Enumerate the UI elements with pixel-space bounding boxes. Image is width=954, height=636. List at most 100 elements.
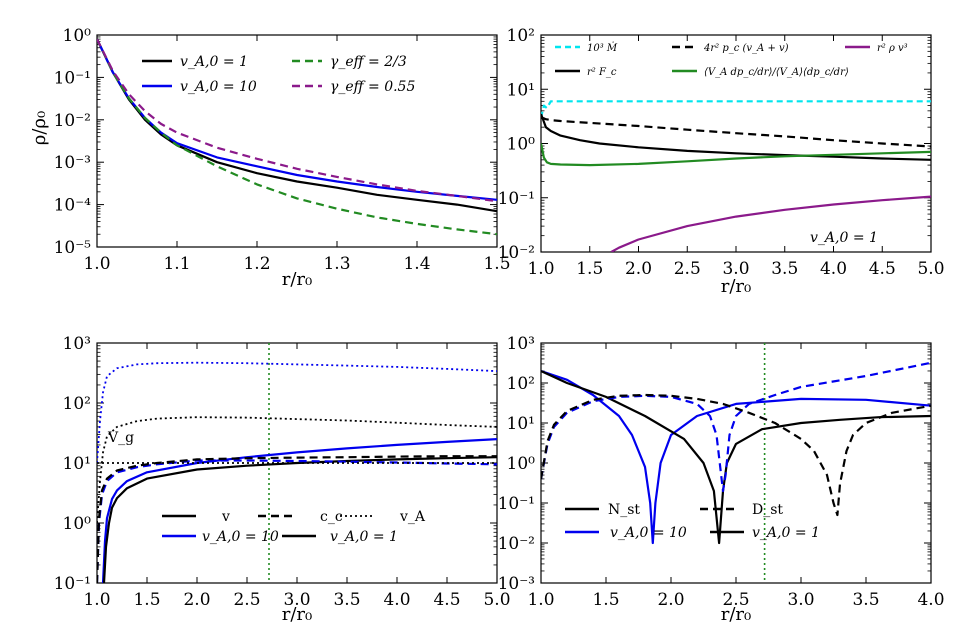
x-tick-label-2-1: 1.5 (133, 590, 160, 610)
y-tick-label-2-3: 10² (63, 394, 91, 414)
p3-legend-label-4: v_A,0 = 10 (202, 529, 279, 545)
y-tick-label-1-1: 10⁻¹ (498, 189, 535, 209)
y-tick-label-0-0: 10⁻⁵ (54, 238, 92, 258)
p1-legend-label-4: γ_eff = 0.55 (330, 79, 415, 95)
series-line-0-2 (97, 38, 497, 236)
x-tick-label-2-7: 4.5 (433, 590, 460, 610)
x-tick-label-2-6: 4.0 (383, 590, 410, 610)
x-tick-label-3-0: 1.0 (527, 590, 554, 610)
plot-frame-3 (540, 342, 932, 584)
series-line-2-1 (102, 456, 497, 583)
series-line-2-3 (97, 455, 497, 583)
x-tick-label-1-4: 3.0 (722, 259, 749, 279)
p2-legend-label-3: r² ρ v³ (877, 43, 908, 54)
plot-frame-0 (96, 34, 498, 248)
x-tick-label-2-0: 1.0 (83, 590, 110, 610)
x-tick-label-2-8: 5.0 (483, 590, 510, 610)
y-tick-label-3-4: 10¹ (507, 414, 535, 434)
p4-legend-label-1: N_st (608, 502, 640, 518)
x-tick-label-0-4: 1.4 (403, 254, 430, 274)
x-tick-label-3-1: 1.5 (592, 590, 619, 610)
x-tick-label-0-1: 1.1 (163, 254, 190, 274)
x-tick-label-3-6: 4.0 (917, 590, 944, 610)
x-tick-label-0-0: 1.0 (83, 254, 110, 274)
y-tick-label-3-5: 10² (507, 374, 535, 394)
x-tick-label-1-5: 3.5 (771, 259, 798, 279)
y-tick-label-0-3: 10⁻² (54, 111, 91, 131)
p3-legend-label-5: v_A,0 = 1 (330, 529, 398, 545)
p1-legend (142, 59, 322, 88)
p1-ylabel: ρ/ρ₀ (29, 111, 50, 145)
series-line-1-0 (541, 100, 931, 118)
p4-legend-label-2: D_st (752, 502, 783, 518)
x-tick-label-1-0: 1.0 (527, 259, 554, 279)
series-line-3-1 (541, 370, 931, 545)
y-tick-label-1-3: 10¹ (507, 80, 535, 100)
x-tick-label-2-4: 3.0 (283, 590, 310, 610)
p2-legend-label-2: 4r² p_c (v_A + v) (703, 43, 789, 54)
p1-legend-label-2: v_A,0 = 10 (180, 79, 257, 95)
y-tick-label-3-6: 10³ (507, 334, 535, 354)
series-line-2-4 (97, 361, 497, 464)
y-tick-label-1-4: 10² (507, 26, 535, 46)
y-tick-label-2-2: 10¹ (63, 454, 91, 474)
series-line-2-2 (97, 459, 497, 583)
series-line-1-2 (541, 116, 931, 148)
p1-legend-label-3: γ_eff = 2/3 (330, 54, 407, 70)
p4-legend-label-3: v_A,0 = 10 (610, 525, 687, 541)
y-tick-label-3-3: 10⁰ (507, 454, 536, 474)
p2-legend-label-5: ⟨V_A dp_c/dr⟩/⟨V_A⟩⟨dp_c/dr⟩ (704, 67, 849, 78)
y-tick-label-3-2: 10⁻¹ (498, 494, 535, 514)
x-tick-label-3-2: 2.0 (657, 590, 684, 610)
p3-legend-label-2: c_c (320, 509, 343, 525)
p4-xlabel: r/r₀ (721, 604, 752, 625)
p3-xlabel: r/r₀ (282, 604, 313, 625)
y-tick-label-2-0: 10⁻¹ (54, 574, 91, 594)
panel-density: 1.0 1.1 1.2 1.3 1.4 1.5 10⁻⁵ 10⁻⁴ 10⁻³ 10⁻² 10⁻¹ 10… (29, 26, 511, 290)
p1-xlabel: r/r₀ (282, 269, 313, 290)
p2-legend-label-4: r² F_c (587, 67, 617, 78)
p2-legend (555, 45, 870, 73)
x-tick-label-1-7: 4.5 (869, 259, 896, 279)
x-tick-label-3-4: 3.0 (787, 590, 814, 610)
y-tick-label-1-0: 10⁻² (498, 243, 535, 263)
y-tick-label-3-1: 10⁻² (498, 534, 535, 554)
y-tick-label-2-4: 10³ (63, 334, 91, 354)
x-tick-label-1-8: 5.0 (917, 259, 944, 279)
x-tick-label-0-2: 1.2 (243, 254, 270, 274)
x-tick-label-1-1: 1.5 (576, 259, 603, 279)
p2-annotation: v_A,0 = 1 (810, 230, 878, 246)
x-tick-label-1-6: 4.0 (820, 259, 847, 279)
series-line-1-4 (610, 195, 931, 252)
x-tick-label-1-2: 2.0 (625, 259, 652, 279)
series-line-3-3 (541, 393, 931, 517)
y-tick-label-1-2: 10⁰ (507, 135, 536, 155)
p4-legend (565, 507, 744, 534)
p2-legend-label-1: 10³ Ṁ (587, 42, 618, 54)
y-tick-label-0-5: 10⁰ (63, 26, 92, 46)
x-tick-label-2-5: 3.5 (333, 590, 360, 610)
x-tick-label-2-2: 2.0 (183, 590, 210, 610)
series-line-0-0 (97, 38, 497, 213)
p1-legend-label-1: v_A,0 = 1 (180, 54, 248, 70)
p3-legend-label-1: v (221, 509, 230, 525)
panel-streaming: 1.0 1.5 2.0 2.5 3.0 3.5 4.0 10⁻³ 10⁻² 10⁻¹ 10⁰ 10¹ 1… (498, 334, 945, 625)
panel-velocities: 1.0 1.5 2.0 2.5 3.0 3.5 4.0 4.5 5.0 10⁻¹ 10⁰ 10¹ 10²… (54, 334, 511, 625)
series-line-1-1 (541, 113, 931, 161)
series-line-0-1 (97, 38, 497, 201)
series-line-3-2 (541, 361, 931, 493)
x-tick-label-0-5: 1.5 (483, 254, 510, 274)
series-line-2-0 (101, 438, 497, 583)
y-tick-label-3-0: 10⁻³ (498, 574, 535, 594)
p3-legend (162, 514, 374, 538)
y-tick-label-0-4: 10⁻¹ (54, 68, 91, 88)
p3-legend-label-3: v_A (399, 509, 426, 525)
x-tick-label-2-3: 2.5 (233, 590, 260, 610)
y-tick-label-0-2: 10⁻³ (54, 153, 91, 173)
panel-fluxes: 1.0 1.5 2.0 2.5 3.0 3.5 4.0 4.5 5.0 10⁻² 10⁻¹ 10⁰ 10… (498, 26, 945, 297)
y-tick-label-2-1: 10⁰ (63, 514, 92, 534)
series-line-3-0 (541, 369, 931, 545)
x-tick-label-0-3: 1.3 (323, 254, 350, 274)
x-tick-label-3-3: 2.5 (722, 590, 749, 610)
